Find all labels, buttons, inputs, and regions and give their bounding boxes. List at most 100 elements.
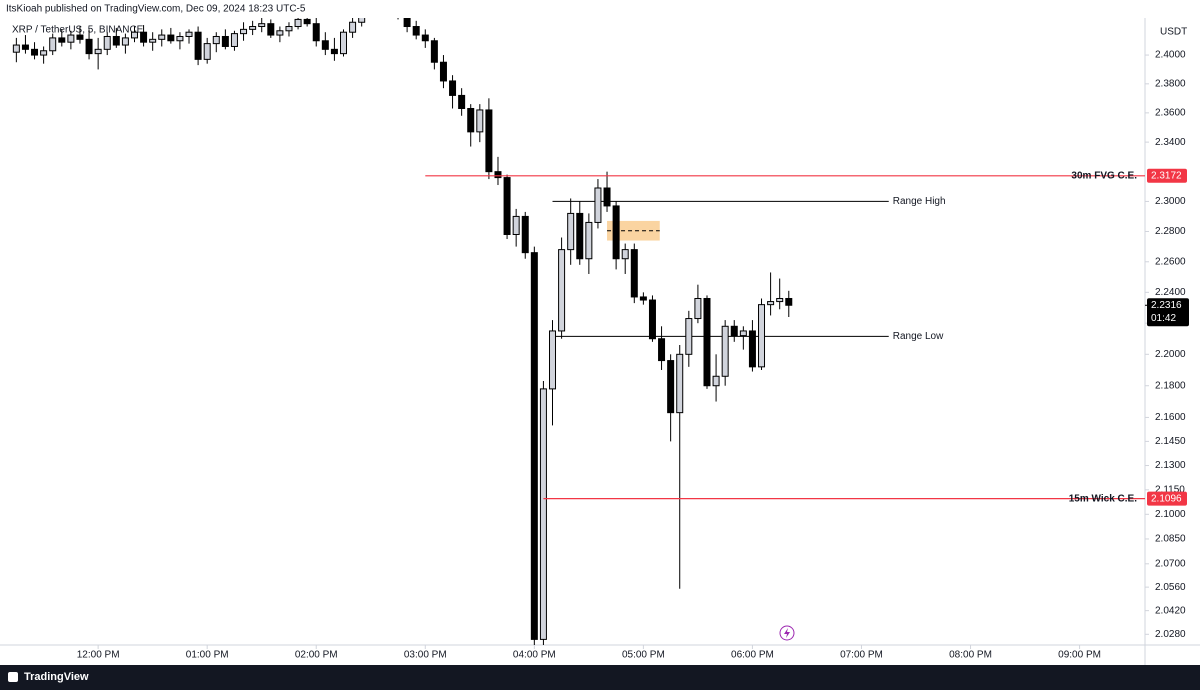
candle-body [12,44,20,53]
y-tick-label: 2.0420 [1155,605,1186,616]
y-tick-label: 2.0850 [1155,534,1186,545]
candle-body [494,171,502,179]
candle-body [167,34,175,42]
candle-body [149,38,157,43]
symbol: XRP / TetherUS, 5, BINANCE [12,25,144,36]
level-label: 30m FVG C.E. [1071,170,1137,181]
level-label: 15m Wick C.E. [1069,493,1137,504]
candle-body [621,249,629,260]
candle-body [158,34,166,40]
candle-body [258,23,266,28]
range-label: Range High [893,196,946,207]
y-tick-label: 2.2400 [1155,287,1186,298]
alert-icon[interactable] [779,625,795,641]
candle-body [576,212,584,260]
footer-bar [0,665,1200,690]
x-tick-label: 09:00 PM [1058,650,1101,661]
candle-body [358,18,366,23]
candle-body [330,48,338,55]
last-price: 2.2316 [1151,300,1182,311]
candle-body [776,297,784,303]
candle-body [721,325,729,377]
candle-body [467,107,475,133]
fvg-zone [607,220,660,241]
x-tick-label: 08:00 PM [949,650,992,661]
candle-body [276,30,284,36]
candle-body [294,18,302,28]
y-tick-label: 2.0700 [1155,558,1186,569]
candle-body [112,35,120,46]
candle-body [458,94,466,109]
candle-body [130,31,138,39]
x-tick-label: 02:00 PM [295,650,338,661]
candle-body [503,177,511,235]
candle-body [430,40,438,63]
x-tick-label: 03:00 PM [404,650,447,661]
candle-body [249,26,257,30]
candle-body [748,330,756,368]
candle-body [512,215,520,235]
candle-body [21,44,29,50]
candle-body [76,34,84,40]
candle-body [212,35,220,45]
x-tick-label: 05:00 PM [622,650,665,661]
y-tick-label: 2.4000 [1155,50,1186,61]
candle-body [194,31,202,60]
y-tick-label: 2.1600 [1155,412,1186,423]
candle-body [267,23,275,36]
level-price: 2.3172 [1151,170,1182,181]
y-tick-label: 2.1000 [1155,509,1186,520]
candle-body [121,37,129,46]
candle-body [676,353,684,414]
y-tick-label: 2.1300 [1155,460,1186,471]
candle-body [567,212,575,251]
candle-body [703,297,711,387]
candle-body [40,50,48,56]
y-tick-label: 2.0280 [1155,629,1186,640]
candle-body [312,23,320,42]
candle-body [630,249,638,298]
y-tick-label: 2.2800 [1155,226,1186,237]
x-tick-label: 01:00 PM [186,650,229,661]
y-tick-label: 2.3800 [1155,78,1186,89]
y-tick-label: 2.3600 [1155,108,1186,119]
candle-body [67,34,75,43]
candle-body [612,205,620,260]
footer-text: TradingView [24,671,89,683]
y-tick-label: 2.2000 [1155,349,1186,360]
candle-body [549,330,557,390]
candle-body [685,318,693,355]
candle-body [694,297,702,320]
candle-body [476,109,484,133]
candle-body [303,18,311,25]
plot-area [12,18,1145,645]
candle-body [412,26,420,36]
candle-body [521,215,529,254]
candle-body [340,31,347,55]
level-price: 2.1096 [1151,493,1182,504]
level-badge [1147,491,1187,506]
candle-body [221,35,229,47]
price-unit: USDT [1160,27,1187,38]
candle-body [739,330,747,337]
candle-body [94,48,102,55]
last-price-badge [1147,298,1189,327]
candle-body [558,249,566,332]
candle-body [594,187,602,223]
y-tick-label: 2.3000 [1155,196,1186,207]
y-tick-label: 2.2600 [1155,256,1186,267]
candle-body [421,34,429,42]
candle-body [185,31,193,37]
candle-body [321,40,329,50]
candle-body [658,338,666,362]
x-tick-label: 12:00 PM [77,650,120,661]
candle-body [730,325,738,337]
candle-body [539,388,547,640]
header-text: ItsKioah published on TradingView.com, D… [6,4,306,15]
y-tick-label: 2.3400 [1155,137,1186,148]
level-badge [1147,168,1187,183]
candle-body [240,28,248,35]
